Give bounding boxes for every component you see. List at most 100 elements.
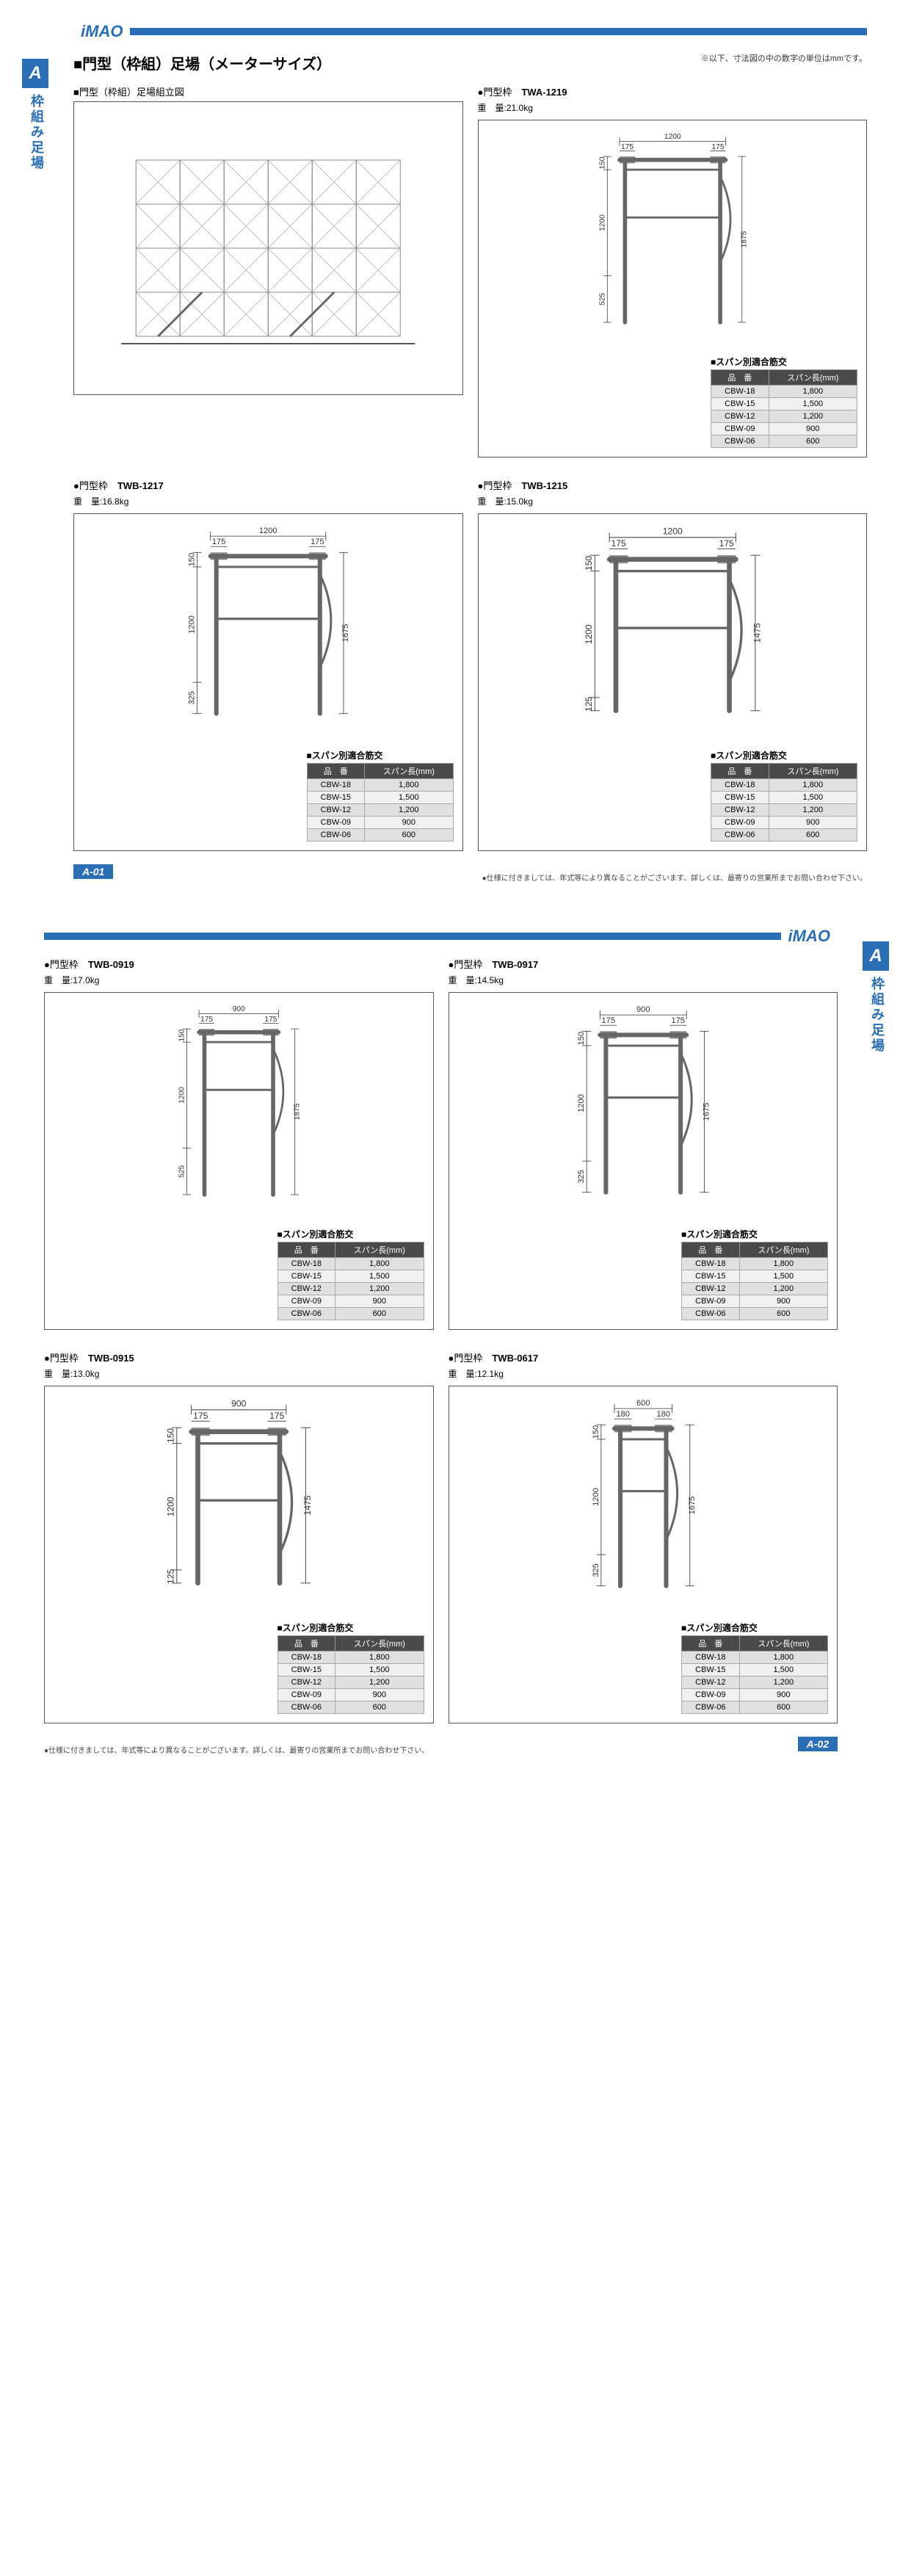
svg-text:1200: 1200 [178,1087,186,1104]
table-cell: 1,500 [769,792,857,804]
table-cell: CBW-06 [682,1701,740,1714]
table-cell: CBW-15 [682,1664,740,1676]
page-a01: A 枠組み足場 iMAO ■門型（枠組）足場（メーターサイズ） ※以下、寸法図の… [0,0,911,905]
panel-frame: ●門型枠 TWB-1215 重 量:15.0kg 1200 175 175 15… [478,478,868,851]
panel-weight: 重 量:16.8kg [73,495,463,507]
table-cell: CBW-09 [307,817,365,829]
svg-text:1675: 1675 [341,624,350,643]
svg-text:150: 150 [187,553,196,566]
svg-text:1875: 1875 [740,231,748,247]
panel-title: ●門型枠 TWB-0917 [449,957,838,971]
panel-title: ●門型枠 TWB-1215 [478,478,868,492]
table-header: スパン長(mm) [739,1242,827,1258]
svg-text:1200: 1200 [259,527,277,535]
table-header: 品 番 [711,370,769,386]
frame-diagram: 1200 175 175 150 1200 125 1475 [487,523,858,743]
span-table-title: ■スパン別適合筋交 [307,749,454,761]
frame-diagram: 1200 175 175 150 1200 525 1875 [487,129,858,350]
span-table: ■スパン別適合筋交 品 番スパン長(mm) CBW-181,800CBW-151… [711,749,857,842]
svg-text:1200: 1200 [664,133,680,141]
footer-note: ●仕様に付きましては、年式等により異なることがございます。詳しくは、最寄りの営業… [44,1744,429,1755]
panel-grid: ■門型（枠組）足場組立図 [73,84,867,857]
table-cell: 900 [335,1689,424,1701]
panel-assembly: ■門型（枠組）足場組立図 [73,84,463,457]
table-cell: 1,800 [769,779,857,792]
table-cell: CBW-15 [711,792,769,804]
panel-grid: ●門型枠 TWB-0919 重 量:17.0kg 900 175 175 150… [44,957,838,1729]
header-rule [130,28,867,35]
frame-diagram-svg: 1200 175 175 150 1200 125 1475 [487,523,858,743]
table-cell: 1,200 [335,1283,424,1295]
table-header: 品 番 [711,764,769,779]
table-cell: 600 [335,1701,424,1714]
table-cell: CBW-12 [711,410,769,423]
frame-diagram-svg: 900 175 175 150 1200 125 1475 [54,1395,424,1616]
table-cell: CBW-06 [307,829,365,842]
svg-text:1675: 1675 [687,1497,696,1515]
frame-diagram-svg: 900 175 175 150 1200 325 1675 [458,1002,829,1222]
table-cell: 1,500 [769,398,857,410]
table-cell: CBW-12 [682,1676,740,1689]
table-cell: 1,500 [739,1270,827,1283]
svg-text:1475: 1475 [302,1495,313,1515]
span-table-title: ■スパン別適合筋交 [681,1228,828,1240]
frame-diagram: 900 175 175 150 1200 325 1675 [458,1002,829,1222]
panel-frame: ●門型枠 TWB-0917 重 量:14.5kg 900 175 175 150… [449,957,838,1330]
table-cell: CBW-06 [682,1308,740,1320]
svg-text:175: 175 [311,538,324,546]
svg-text:325: 325 [591,1563,600,1577]
svg-text:125: 125 [165,1569,175,1584]
table-cell: 1,200 [769,804,857,817]
table-cell: 1,800 [739,1651,827,1664]
svg-text:1875: 1875 [293,1103,301,1120]
frame-diagram-svg: 900 175 175 150 1200 525 1875 [54,1002,424,1222]
span-table-title: ■スパン別適合筋交 [277,1621,424,1634]
panel-title: ●門型枠 TWA-1219 [478,84,868,98]
table-header: 品 番 [277,1242,335,1258]
span-table: ■スパン別適合筋交 品 番スパン長(mm) CBW-181,800CBW-151… [277,1228,424,1320]
table-cell: 1,800 [335,1258,424,1270]
svg-text:180: 180 [656,1410,669,1419]
table-cell: 600 [739,1701,827,1714]
table-cell: CBW-18 [711,779,769,792]
svg-text:175: 175 [601,1016,614,1025]
svg-text:125: 125 [583,697,593,712]
table-cell: 900 [739,1295,827,1308]
svg-text:150: 150 [583,556,593,571]
section-letter: A [22,59,48,88]
svg-text:600: 600 [636,1399,650,1408]
svg-text:175: 175 [200,1016,213,1024]
panel-frame: ●門型枠 TWB-0617 重 量:12.1kg 600 180 180 150… [449,1350,838,1723]
table-cell: CBW-18 [277,1651,335,1664]
table-cell: CBW-09 [277,1689,335,1701]
assembly-diagram [83,111,454,386]
table-cell: CBW-18 [682,1258,740,1270]
table-cell: 600 [365,829,453,842]
table-cell: CBW-09 [277,1295,335,1308]
page-number: A-02 [798,1737,838,1751]
page-a02: A 枠組み足場 iMAO ●門型枠 TWB-0919 重 量:17.0kg 90… [0,905,911,1777]
svg-text:175: 175 [264,1016,277,1024]
table-cell: CBW-12 [277,1676,335,1689]
table-header: 品 番 [277,1636,335,1651]
table-header: スパン長(mm) [739,1636,827,1651]
span-table: ■スパン別適合筋交 品 番スパン長(mm) CBW-181,800CBW-151… [681,1621,828,1714]
table-header: スパン長(mm) [365,764,453,779]
table-cell: 1,800 [365,779,453,792]
panel-weight: 重 量:21.0kg [478,101,868,114]
page-number: A-01 [73,864,113,879]
svg-text:150: 150 [591,1425,600,1439]
frame-diagram: 900 175 175 150 1200 525 1875 [54,1002,424,1222]
table-cell: CBW-09 [711,423,769,435]
page-title: ■門型（枠組）足場（メーターサイズ） [73,57,331,73]
table-cell: CBW-06 [277,1701,335,1714]
svg-text:175: 175 [269,1411,284,1421]
table-cell: 900 [365,817,453,829]
table-cell: 900 [769,817,857,829]
table-cell: 1,500 [335,1664,424,1676]
svg-text:180: 180 [616,1410,629,1419]
table-cell: 1,200 [769,410,857,423]
span-table: ■スパン別適合筋交 品 番スパン長(mm) CBW-181,800CBW-151… [681,1228,828,1320]
span-table-title: ■スパン別適合筋交 [711,749,857,761]
table-cell: CBW-18 [682,1651,740,1664]
